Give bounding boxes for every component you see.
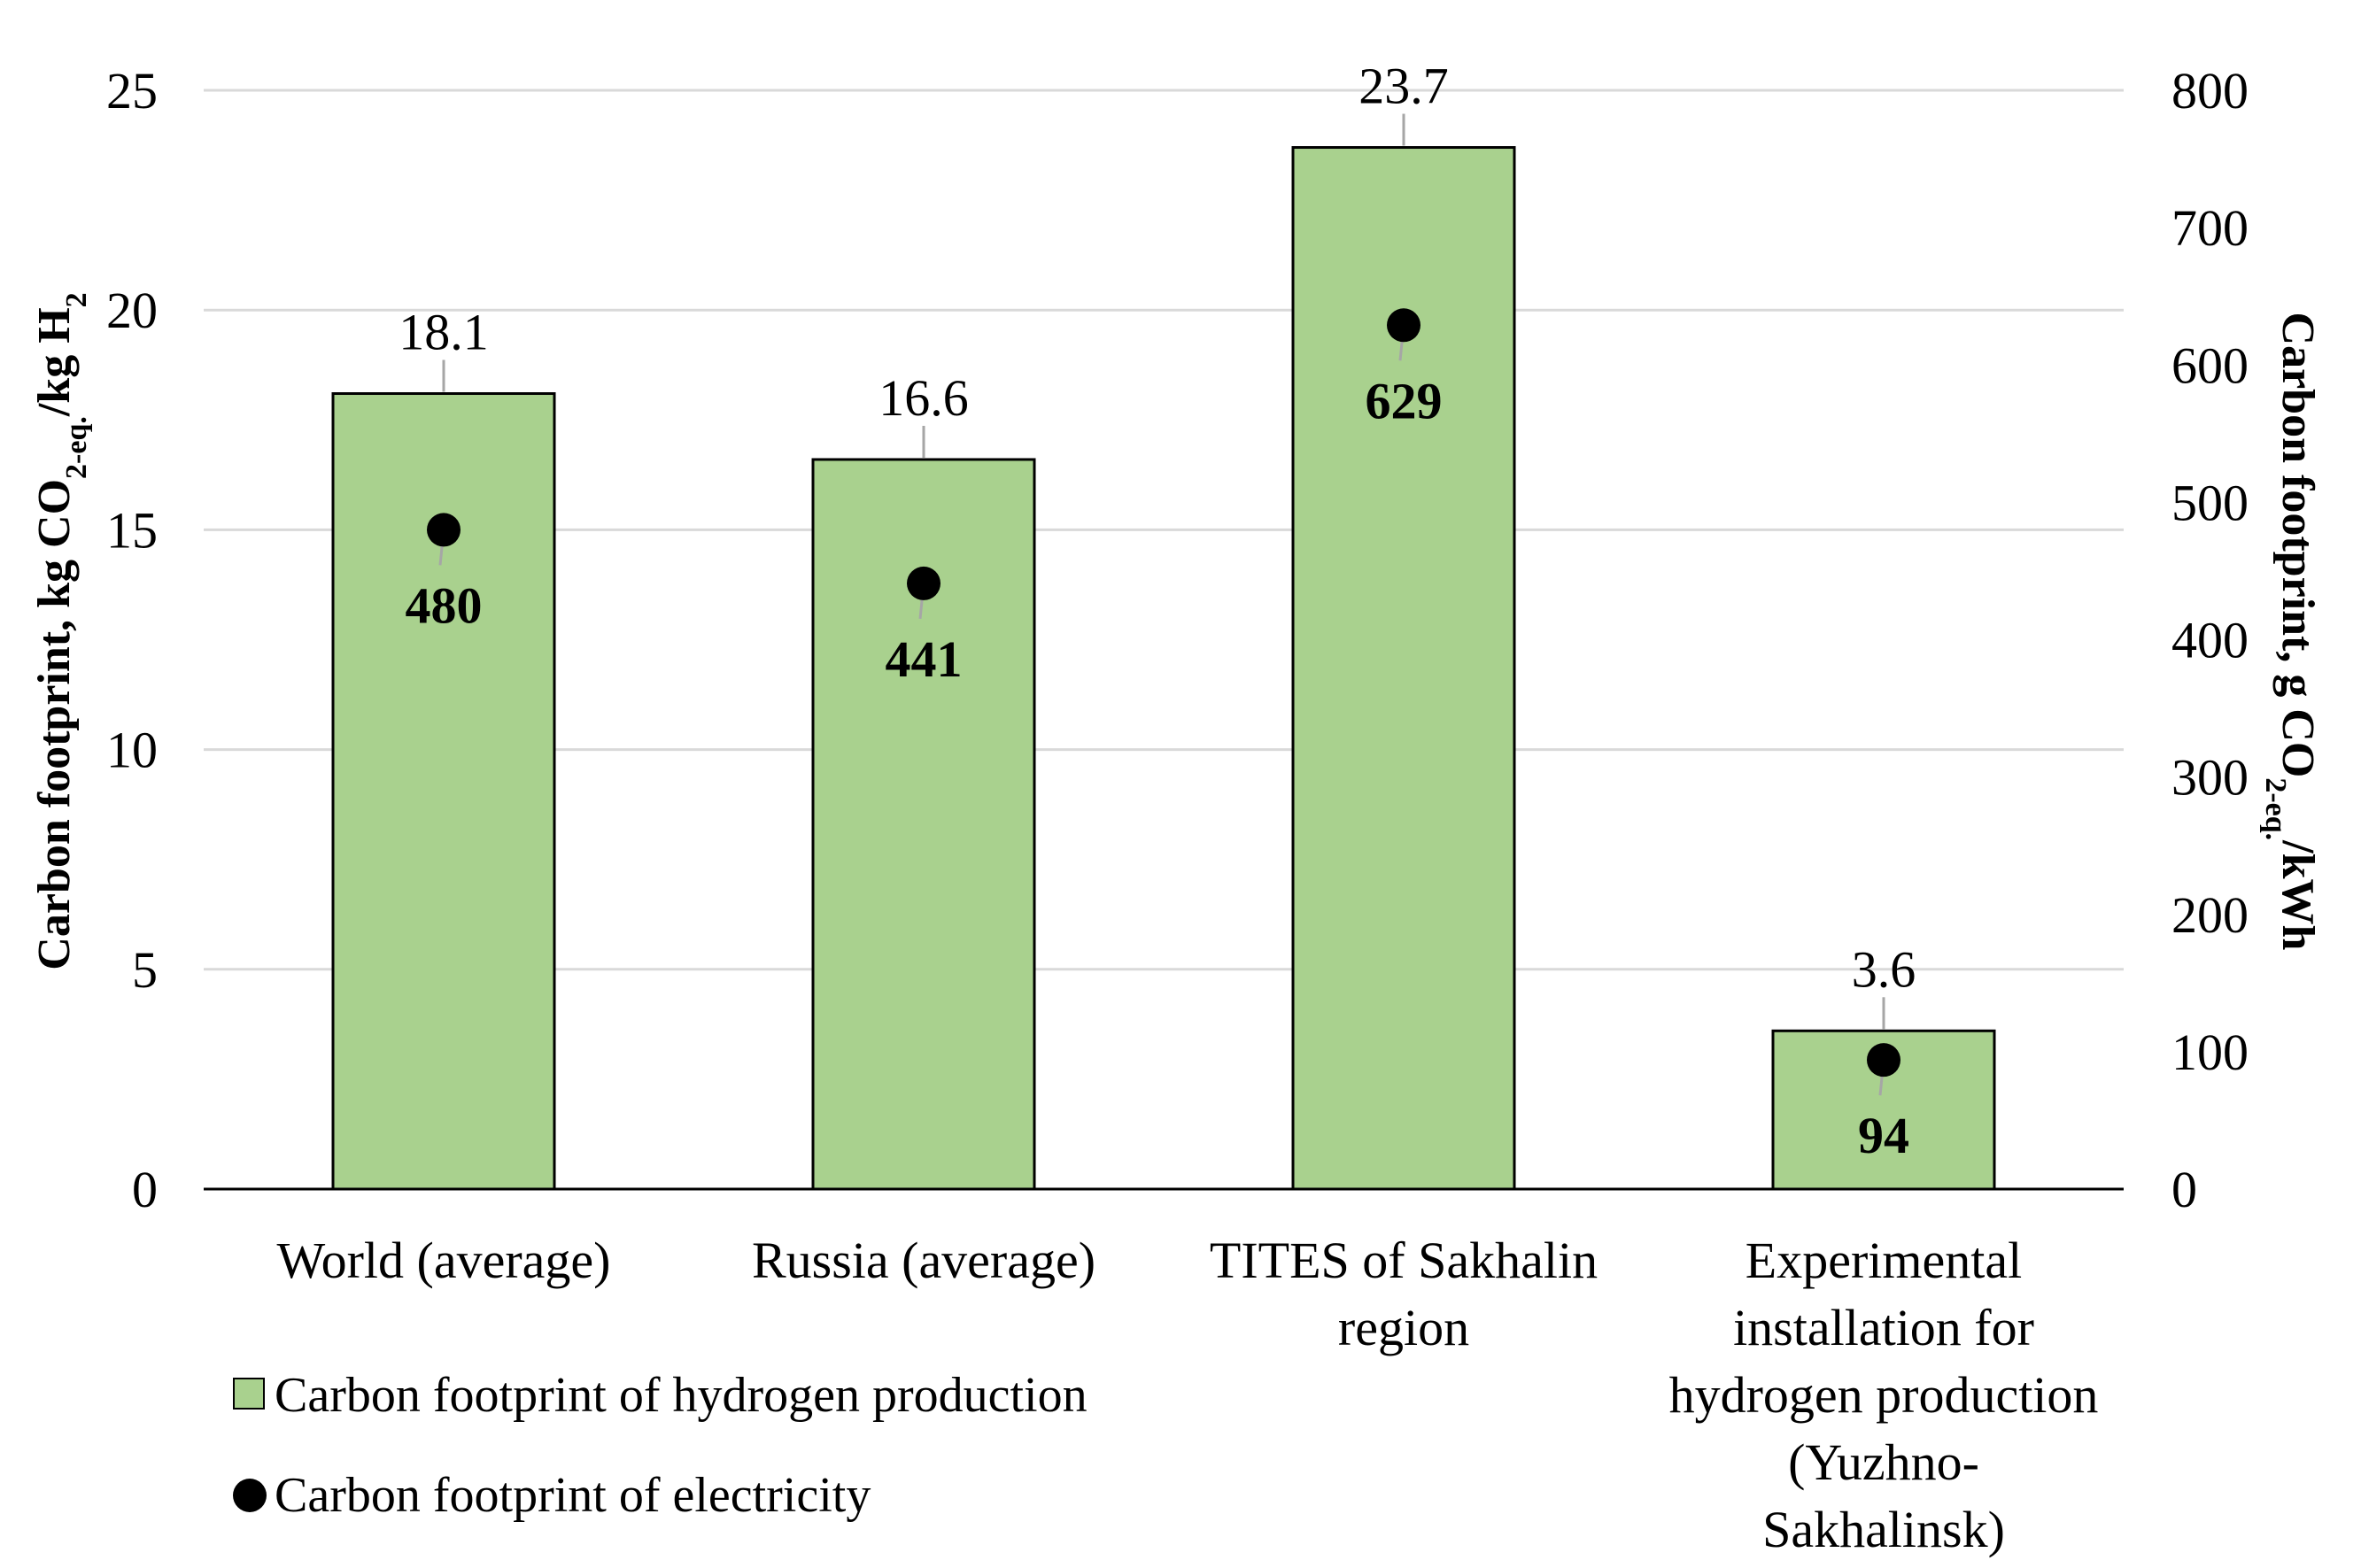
bar-value-label: 3.6 bbox=[1852, 940, 1916, 998]
left-axis-title: Carbon footprint, kg CO2-eq./kg H2 bbox=[29, 292, 93, 969]
dot-series bbox=[427, 308, 1900, 1078]
label-leader-lines bbox=[438, 113, 1885, 1096]
bar-value-label: 16.6 bbox=[879, 369, 969, 427]
legend-label-hydrogen: Carbon footprint of hydrogen production bbox=[275, 1368, 1088, 1423]
dot-value-label: 629 bbox=[1366, 372, 1443, 429]
legend-bar-swatch bbox=[233, 1378, 265, 1410]
right-tick-label: 300 bbox=[2171, 749, 2249, 807]
category-label: Russia (average) bbox=[752, 1232, 1095, 1289]
bar bbox=[1291, 146, 1516, 1191]
right-tick-label: 800 bbox=[2171, 62, 2249, 120]
legend-dot-swatch bbox=[233, 1479, 267, 1512]
left-axis-ticks: 0 5 10 15 20 25 bbox=[106, 62, 158, 1218]
category-label: TITES of Sakhalin region bbox=[1210, 1232, 1598, 1356]
dot-value-label: 94 bbox=[1858, 1107, 1909, 1164]
right-axis-ticks: 0 100 200 300 400 500 600 700 800 bbox=[2171, 62, 2249, 1218]
left-tick-label: 0 bbox=[132, 1161, 158, 1218]
dot-value-label: 441 bbox=[886, 630, 963, 688]
data-point bbox=[1867, 1043, 1900, 1078]
dot-value-label: 480 bbox=[406, 576, 483, 634]
right-tick-label: 0 bbox=[2171, 1161, 2197, 1218]
right-tick-label: 200 bbox=[2171, 886, 2249, 944]
data-point bbox=[427, 513, 461, 547]
data-point bbox=[907, 566, 941, 600]
data-point bbox=[1387, 308, 1420, 343]
legend-label-electricity: Carbon footprint of electricity bbox=[275, 1468, 871, 1523]
left-tick-label: 20 bbox=[106, 282, 158, 339]
right-tick-label: 400 bbox=[2171, 612, 2249, 669]
right-tick-label: 500 bbox=[2171, 474, 2249, 531]
bar-value-label: 23.7 bbox=[1359, 58, 1449, 115]
bar bbox=[331, 392, 556, 1191]
left-tick-label: 5 bbox=[132, 941, 158, 999]
category-label: Experimental installation for hydrogen pro… bbox=[1669, 1232, 2099, 1558]
right-tick-label: 600 bbox=[2171, 336, 2249, 394]
right-tick-label: 100 bbox=[2171, 1023, 2249, 1081]
data-labels: 18.1 480 16.6 441 23.7 629 3.6 94 bbox=[399, 58, 1916, 1165]
left-tick-label: 10 bbox=[106, 722, 158, 779]
category-label: World (average) bbox=[277, 1232, 611, 1289]
bar-series bbox=[331, 146, 1996, 1191]
category-labels: World (average) Russia (average) TITES of … bbox=[277, 1232, 2099, 1558]
left-tick-label: 25 bbox=[106, 62, 158, 120]
right-tick-label: 700 bbox=[2171, 199, 2249, 257]
legend: Carbon footprint of hydrogen production … bbox=[233, 1368, 1088, 1523]
left-tick-label: 15 bbox=[106, 501, 158, 559]
right-axis-title: Carbon footprint, g CO2-eq./kWh bbox=[2260, 313, 2324, 951]
bar-value-label: 18.1 bbox=[399, 304, 489, 361]
